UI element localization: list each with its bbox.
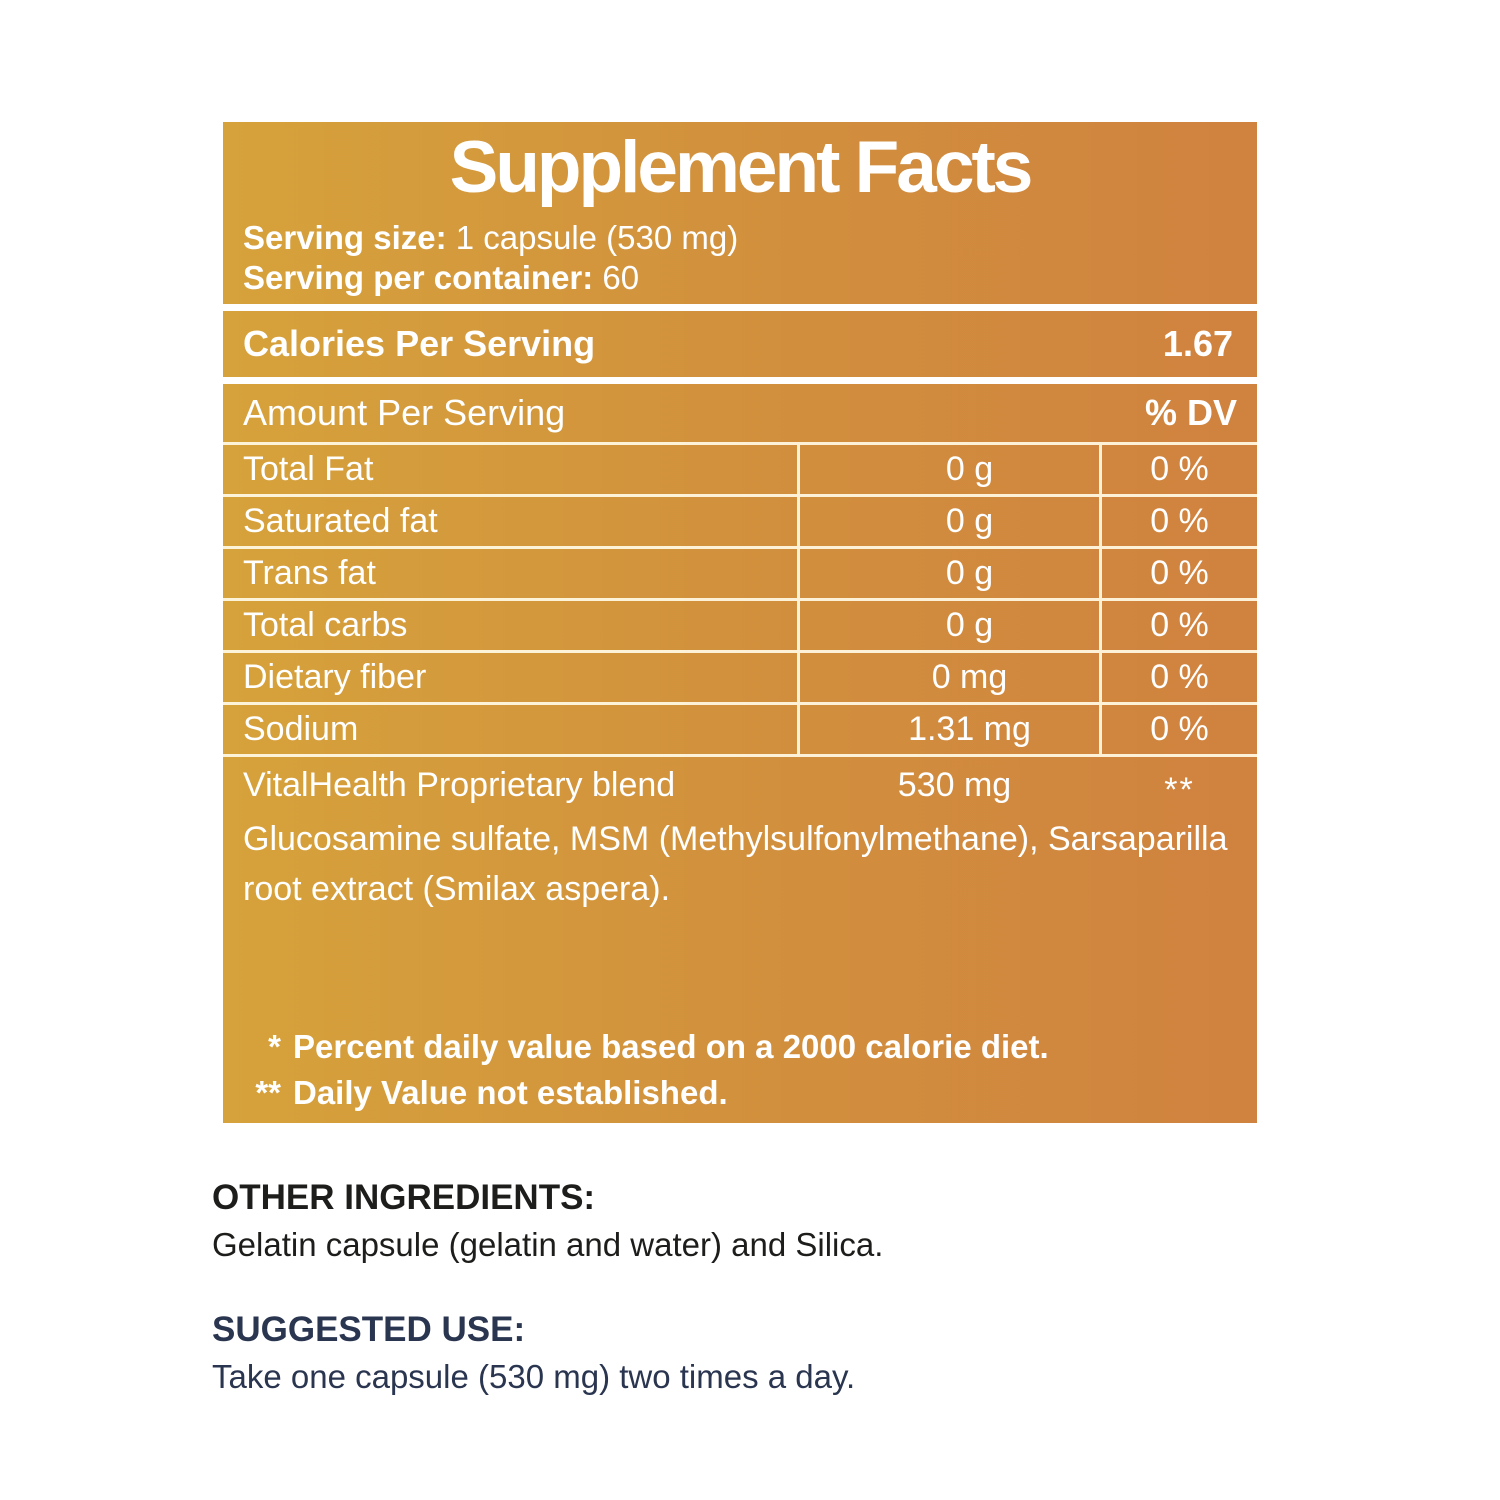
- footnote-daily-value: * Percent daily value based on a 2000 ca…: [223, 1024, 1257, 1070]
- servings-per-container-value: 60: [593, 259, 640, 296]
- table-row: Trans fat 0 g 0 %: [223, 546, 1257, 598]
- table-row: Total carbs 0 g 0 %: [223, 598, 1257, 650]
- footnote-marker: *: [268, 1028, 281, 1065]
- nutrient-name: Total Fat: [243, 450, 374, 488]
- footnote-marker: **: [255, 1074, 281, 1111]
- blend-amount: 530 mg: [897, 766, 1012, 804]
- suggested-use-text: Take one capsule (530 mg) two times a da…: [212, 1358, 856, 1395]
- blend-description: Glucosamine sulfate, MSM (Methylsulfonyl…: [243, 820, 1228, 908]
- supplement-facts-panel: Supplement Facts Serving size: 1 capsule…: [223, 122, 1257, 1123]
- nutrient-dv: 0 %: [1150, 658, 1209, 696]
- calories-value: 1.67: [1162, 323, 1233, 364]
- nutrient-dv: 0 %: [1150, 502, 1209, 540]
- divider: [223, 377, 1257, 384]
- table-header-row: Amount Per Serving % DV: [223, 384, 1257, 442]
- nutrient-name: Total carbs: [243, 606, 408, 644]
- footnotes: * Percent daily value based on a 2000 ca…: [223, 1024, 1257, 1116]
- proprietary-blend-row: VitalHealth Proprietary blend 530 mg **: [223, 754, 1257, 810]
- footnote-text: Percent daily value based on a 2000 calo…: [293, 1028, 1049, 1065]
- nutrient-amount: 0 mg: [797, 653, 1102, 702]
- nutrient-name: Saturated fat: [243, 502, 438, 540]
- nutrient-name: Trans fat: [243, 554, 376, 592]
- footnote-text: Daily Value not established.: [293, 1074, 728, 1111]
- nutrient-name: Dietary fiber: [243, 658, 427, 696]
- nutrient-amount: 1.31 mg: [797, 705, 1102, 754]
- calories-row: Calories Per Serving 1.67: [223, 311, 1257, 377]
- nutrient-amount: 0 g: [797, 601, 1102, 650]
- table-row: Saturated fat 0 g 0 %: [223, 494, 1257, 546]
- blend-name: VitalHealth Proprietary blend: [243, 766, 676, 804]
- blend-dv-asterisks: **: [1164, 771, 1195, 809]
- bottom-info-section: OTHER INGREDIENTS: Gelatin capsule (gela…: [212, 1176, 1292, 1398]
- table-row: Dietary fiber 0 mg 0 %: [223, 650, 1257, 702]
- servings-per-container-label: Serving per container:: [243, 259, 594, 296]
- servings-per-container-line: Serving per container: 60: [243, 258, 1235, 298]
- nutrient-dv: 0 %: [1150, 710, 1209, 748]
- other-ingredients-heading: OTHER INGREDIENTS:: [212, 1178, 596, 1217]
- other-ingredients-text: Gelatin capsule (gelatin and water) and …: [212, 1226, 884, 1263]
- table-row: Total Fat 0 g 0 %: [223, 442, 1257, 494]
- calories-label: Calories Per Serving: [243, 323, 596, 364]
- suggested-use-heading: SUGGESTED USE:: [212, 1310, 526, 1349]
- serving-size-label: Serving size:: [243, 219, 447, 256]
- amount-per-serving-header: Amount Per Serving: [243, 392, 566, 433]
- nutrient-amount: 0 g: [797, 497, 1102, 546]
- nutrient-dv: 0 %: [1150, 554, 1209, 592]
- divider: [223, 304, 1257, 311]
- nutrient-name: Sodium: [243, 710, 359, 748]
- serving-size-line: Serving size: 1 capsule (530 mg): [243, 218, 1235, 258]
- nutrient-dv: 0 %: [1150, 450, 1209, 488]
- table-row: Sodium 1.31 mg 0 %: [223, 702, 1257, 754]
- footnote-not-established: ** Daily Value not established.: [223, 1070, 1257, 1116]
- serving-size-value: 1 capsule (530 mg): [446, 219, 739, 256]
- nutrient-amount: 0 g: [797, 549, 1102, 598]
- percent-dv-header: % DV: [1144, 392, 1237, 433]
- serving-info: Serving size: 1 capsule (530 mg) Serving…: [223, 218, 1257, 298]
- panel-title: Supplement Facts: [449, 127, 1034, 208]
- nutrient-dv: 0 %: [1150, 606, 1209, 644]
- nutrient-amount: 0 g: [797, 445, 1102, 494]
